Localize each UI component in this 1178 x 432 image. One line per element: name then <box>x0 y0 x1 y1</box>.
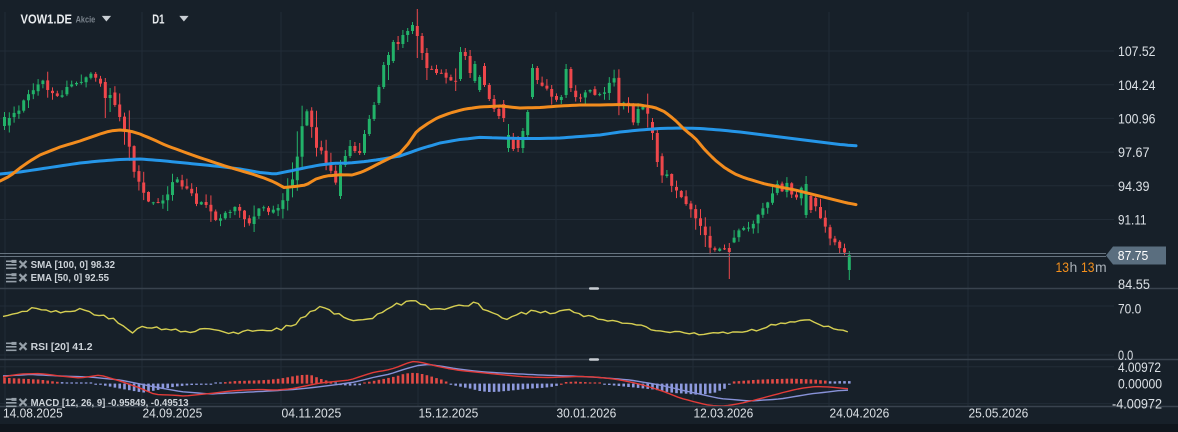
svg-text:12.03.2026: 12.03.2026 <box>694 405 754 420</box>
svg-text:VOW1.DE: VOW1.DE <box>21 11 73 26</box>
svg-text:13: 13 <box>1056 259 1070 275</box>
svg-text:70.0: 70.0 <box>1118 300 1141 316</box>
svg-text:84.55: 84.55 <box>1118 276 1150 292</box>
svg-text:13: 13 <box>1081 259 1095 275</box>
svg-text:87.75: 87.75 <box>1118 248 1149 263</box>
svg-text:m: m <box>1095 259 1107 275</box>
svg-text:15.12.2025: 15.12.2025 <box>419 405 479 420</box>
svg-text:91.11: 91.11 <box>1118 212 1147 228</box>
svg-text:MACD [12, 26, 9] -0.95849, -0.: MACD [12, 26, 9] -0.95849, -0.49513 <box>31 398 189 409</box>
svg-text:Akcie: Akcie <box>76 14 96 25</box>
svg-text:0.00000: 0.00000 <box>1118 376 1162 392</box>
svg-text:100.96: 100.96 <box>1118 111 1156 127</box>
svg-text:SMA [100, 0] 98.32: SMA [100, 0] 98.32 <box>31 260 116 271</box>
svg-text:14.08.2025: 14.08.2025 <box>3 405 63 420</box>
svg-text:D1: D1 <box>152 11 164 26</box>
svg-text:97.67: 97.67 <box>1118 144 1150 160</box>
svg-text:0.0: 0.0 <box>1118 347 1133 363</box>
svg-text:4.00972: 4.00972 <box>1118 359 1161 375</box>
svg-text:107.52: 107.52 <box>1118 43 1156 59</box>
svg-text:104.24: 104.24 <box>1118 77 1156 93</box>
svg-text:-4.00972: -4.00972 <box>1112 396 1162 412</box>
svg-text:30.01.2026: 30.01.2026 <box>557 405 617 420</box>
svg-text:94.39: 94.39 <box>1118 178 1150 194</box>
svg-text:25.05.2026: 25.05.2026 <box>969 405 1029 420</box>
svg-text:04.11.2025: 04.11.2025 <box>282 405 342 420</box>
svg-text:h: h <box>1070 259 1078 275</box>
svg-text:24.09.2025: 24.09.2025 <box>143 405 203 420</box>
svg-text:EMA [50, 0] 92.55: EMA [50, 0] 92.55 <box>31 273 110 284</box>
svg-text:24.04.2026: 24.04.2026 <box>830 405 890 420</box>
svg-text:RSI [20] 41.2: RSI [20] 41.2 <box>31 342 93 353</box>
